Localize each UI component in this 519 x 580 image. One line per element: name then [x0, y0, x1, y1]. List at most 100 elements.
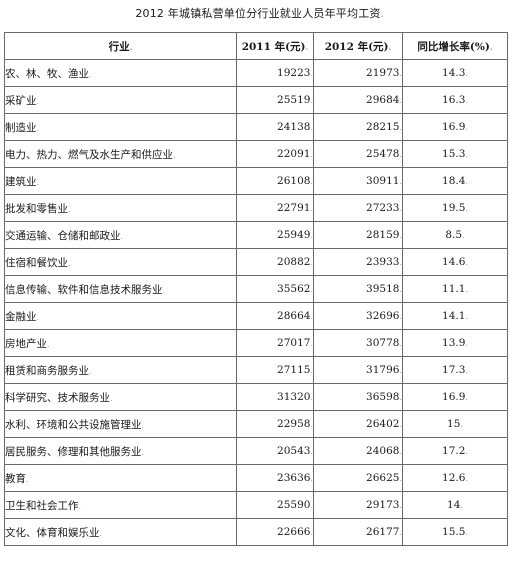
cell-2012-value: 23933 [366, 256, 400, 268]
cell-2011-value: 27017 [277, 337, 311, 349]
paragraph-mark: . [310, 231, 313, 240]
cell-2011: 22958. [236, 410, 314, 438]
paragraph-mark: . [399, 393, 402, 402]
cell-2011: 23636. [236, 464, 314, 492]
cell-2011-value: 23636 [277, 472, 311, 484]
paragraph-mark: . [36, 123, 40, 133]
paragraph-mark: . [78, 501, 82, 511]
paragraph-mark: . [399, 231, 402, 240]
table-row: 采矿业. 25519. 29684. 16.3. [4, 86, 508, 114]
paragraph-mark: . [465, 69, 468, 78]
paragraph-mark: . [26, 474, 29, 484]
cell-2011-value: 25949 [277, 229, 311, 241]
cell-2011: 27017. [236, 329, 314, 357]
cell-industry-value: 水利、环境和公共设施管理业 [5, 418, 142, 431]
paragraph-mark: . [465, 393, 468, 402]
paragraph-mark: . [89, 69, 92, 79]
cell-2012: 31796. [313, 356, 403, 384]
paragraph-mark: . [465, 447, 468, 456]
paragraph-mark: . [310, 96, 313, 105]
cell-2011-value: 20543 [277, 445, 311, 457]
paragraph-mark: . [310, 312, 313, 321]
cell-2012-value: 27233 [366, 202, 400, 214]
cell-industry-value: 信息传输、软件和信息技术服务业 [5, 283, 163, 296]
cell-growth-value: 16.9 [442, 391, 466, 403]
cell-2012-value: 31796 [366, 364, 400, 376]
paragraph-mark: . [399, 366, 402, 375]
paragraph-mark: . [173, 150, 176, 160]
cell-2011-value: 28664 [277, 310, 311, 322]
cell-2011: 22666. [236, 518, 314, 546]
cell-2012: 26402. [313, 410, 403, 438]
cell-growth: 16.3. [402, 86, 508, 114]
paragraph-mark: . [141, 420, 145, 430]
paragraph-mark: . [399, 312, 402, 321]
paragraph-mark: . [310, 420, 313, 429]
paragraph-mark: . [399, 123, 402, 132]
cell-industry-value: 科学研究、技术服务业 [5, 391, 111, 404]
cell-growth: 19.5. [402, 194, 508, 222]
cell-growth: 8.5. [402, 221, 508, 249]
cell-industry: 住宿和餐饮业. [4, 248, 237, 276]
table-row: 农、林、牧、渔业. 19223. 21973. 14.3. [4, 59, 508, 87]
paragraph-mark: . [462, 231, 465, 240]
cell-2011-value: 19223 [277, 67, 311, 79]
cell-growth-value: 14 [447, 499, 461, 511]
cell-industry: 农、林、牧、渔业. [4, 59, 237, 87]
cell-industry-value: 交通运输、仓储和邮政业 [5, 229, 121, 242]
cell-2011: 26108. [236, 167, 314, 195]
cell-growth: 15.5. [402, 518, 508, 546]
cell-growth: 18.4. [402, 167, 508, 195]
cell-industry-value: 教育 [5, 472, 27, 485]
cell-industry: 批发和零售业. [4, 194, 237, 222]
paragraph-mark: . [465, 204, 468, 213]
cell-growth: 14.3. [402, 59, 508, 87]
paragraph-mark: . [465, 123, 468, 132]
cell-growth-value: 16.9 [442, 121, 466, 133]
paragraph-mark: . [110, 393, 113, 403]
paragraph-mark: . [310, 204, 313, 213]
cell-industry-value: 电力、热力、燃气及水生产和供应业 [5, 148, 174, 161]
cell-2011: 35562. [236, 275, 314, 303]
header-2012: 2012 年(元). [313, 32, 403, 60]
cell-industry: 信息传输、软件和信息技术服务业. [4, 275, 237, 303]
table-row: 租赁和商务服务业. 27115. 31796. 17.3. [4, 356, 508, 384]
cell-industry-value: 金融业 [5, 310, 37, 323]
cell-growth: 17.3. [402, 356, 508, 384]
cell-2012: 26625. [313, 464, 403, 492]
cell-industry: 房地产业. [4, 329, 237, 357]
paragraph-mark: . [399, 258, 402, 267]
paragraph-mark: . [465, 150, 468, 159]
cell-industry: 教育. [4, 464, 237, 492]
header-growth: 同比增长率(%). [402, 32, 508, 60]
paragraph-mark: . [310, 528, 313, 537]
table-row: 制造业. 24138. 28215. 16.9. [4, 113, 508, 141]
cell-2012-value: 21973 [366, 67, 400, 79]
cell-growth: 15. [402, 410, 508, 438]
table-row: 卫生和社会工作. 25590. 29173. 14. [4, 491, 508, 519]
cell-industry-value: 制造业 [5, 121, 37, 134]
paragraph-mark: . [310, 366, 313, 375]
cell-industry: 水利、环境和公共设施管理业. [4, 410, 237, 438]
cell-growth-value: 15.5 [442, 526, 466, 538]
table-row: 交通运输、仓储和邮政业. 25949. 28159. 8.5. [4, 221, 508, 249]
cell-2012-value: 26625 [366, 472, 400, 484]
paragraph-mark: . [465, 366, 468, 375]
cell-industry: 科学研究、技术服务业. [4, 383, 237, 411]
paragraph-mark: . [310, 177, 313, 186]
cell-2012: 30911. [313, 167, 403, 195]
paragraph-mark: . [36, 96, 40, 106]
paragraph-mark: . [399, 69, 402, 78]
table-row: 科学研究、技术服务业. 31320. 36598. 16.9. [4, 383, 508, 411]
paragraph-mark: . [120, 231, 124, 241]
cell-2012: 28215. [313, 113, 403, 141]
cell-growth-value: 19.5 [442, 202, 466, 214]
cell-growth: 15.3. [402, 140, 508, 168]
table-row: 教育. 23636. 26625. 12.6. [4, 464, 508, 492]
paragraph-mark: . [465, 177, 468, 186]
paragraph-mark: . [68, 258, 71, 268]
cell-2011-value: 22666 [277, 526, 311, 538]
cell-growth: 13.9. [402, 329, 508, 357]
cell-industry: 居民服务、修理和其他服务业. [4, 437, 237, 465]
cell-growth-value: 13.9 [442, 337, 466, 349]
